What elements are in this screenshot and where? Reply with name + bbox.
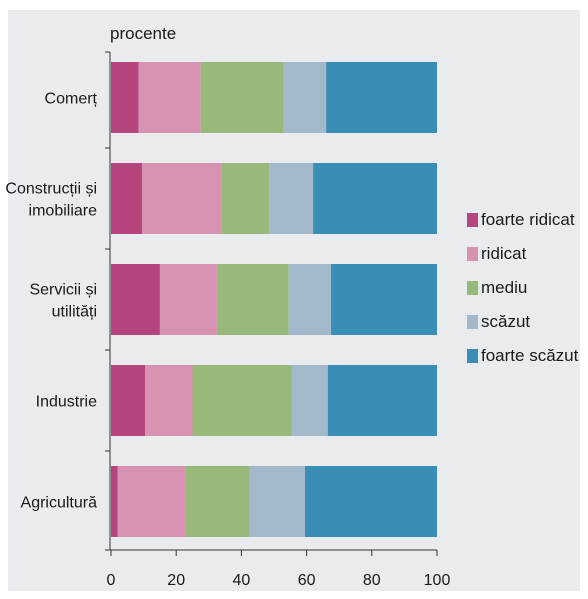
legend-label: scăzut xyxy=(481,312,530,331)
bar-segment xyxy=(304,466,437,537)
bar-segment xyxy=(111,264,160,335)
bar-segment xyxy=(326,62,437,133)
legend-swatch xyxy=(467,315,478,329)
bar-segment xyxy=(192,365,292,436)
category-label: Industrie xyxy=(36,394,97,411)
bar-segment xyxy=(269,163,314,234)
bar-segment xyxy=(117,466,186,537)
bar-segment xyxy=(221,163,270,234)
legend-label: mediu xyxy=(481,278,527,297)
bar-segment xyxy=(200,62,284,133)
bar-segment xyxy=(288,264,332,335)
bar-segment xyxy=(327,365,437,436)
unit-label: procente xyxy=(110,24,176,43)
legend-label: ridicat xyxy=(481,244,527,263)
bar-segment xyxy=(291,365,328,436)
category-label: Comerț xyxy=(45,91,98,108)
x-tick-label: 40 xyxy=(233,572,251,589)
bar-segment xyxy=(283,62,327,133)
bar-segment xyxy=(185,466,250,537)
x-tick-labels: 0 20 40 60 80 100 xyxy=(107,572,451,589)
bar-segment xyxy=(111,466,118,537)
category-label: Agricultură xyxy=(21,495,98,512)
legend: foarte ridicat ridicat mediu scăzut foarte s… xyxy=(467,210,579,365)
x-tick-label: 80 xyxy=(363,572,381,589)
legend-label: foarte ridicat xyxy=(481,210,575,229)
x-tick-label: 100 xyxy=(424,572,451,589)
legend-swatch xyxy=(467,349,478,363)
bar-segment xyxy=(111,163,142,234)
bar-segment xyxy=(138,62,201,133)
x-tick-label: 0 xyxy=(107,572,116,589)
legend-swatch xyxy=(467,281,478,295)
axes xyxy=(105,51,438,556)
category-labels: Comerț Construcții și imobiliare Servicii ș… xyxy=(5,91,97,512)
bar-segment xyxy=(249,466,305,537)
bar-segment xyxy=(145,365,193,436)
bar-segment xyxy=(111,365,146,436)
bar-segment xyxy=(216,264,289,335)
category-label: utilități xyxy=(52,304,97,321)
bar-segment xyxy=(111,62,139,133)
x-tick-label: 60 xyxy=(298,572,316,589)
category-label: imobiliare xyxy=(29,203,98,220)
category-label: Construcții și xyxy=(5,181,97,198)
bars xyxy=(111,62,437,537)
legend-label: foarte scăzut xyxy=(481,346,579,365)
x-tick-label: 20 xyxy=(167,572,185,589)
legend-swatch xyxy=(467,213,478,227)
bar-segment xyxy=(313,163,437,234)
bar-segment xyxy=(159,264,217,335)
legend-swatch xyxy=(467,247,478,261)
bar-segment xyxy=(141,163,222,234)
bar-segment xyxy=(331,264,437,335)
category-label: Servicii și xyxy=(29,282,97,299)
